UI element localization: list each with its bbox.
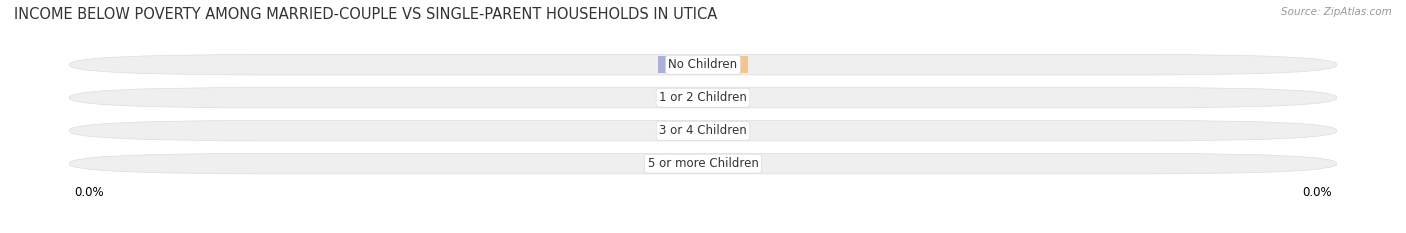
Text: Source: ZipAtlas.com: Source: ZipAtlas.com [1281, 7, 1392, 17]
Bar [703, 89, 748, 106]
Bar [658, 155, 703, 172]
Text: 3 or 4 Children: 3 or 4 Children [659, 124, 747, 137]
Text: 0.0%: 0.0% [665, 159, 696, 169]
Text: 0.0%: 0.0% [710, 159, 741, 169]
FancyBboxPatch shape [69, 120, 1337, 141]
Text: No Children: No Children [668, 58, 738, 71]
Text: 1 or 2 Children: 1 or 2 Children [659, 91, 747, 104]
Text: 0.0%: 0.0% [710, 126, 741, 136]
FancyBboxPatch shape [69, 55, 1337, 75]
Bar [658, 122, 703, 139]
Bar [703, 122, 748, 139]
Bar [658, 89, 703, 106]
Text: 0.0%: 0.0% [710, 93, 741, 103]
Text: 0.0%: 0.0% [665, 60, 696, 70]
Text: 0.0%: 0.0% [665, 126, 696, 136]
Text: 5 or more Children: 5 or more Children [648, 157, 758, 170]
Bar [703, 155, 748, 172]
Bar [703, 56, 748, 73]
FancyBboxPatch shape [69, 153, 1337, 174]
FancyBboxPatch shape [69, 87, 1337, 108]
Text: 0.0%: 0.0% [710, 60, 741, 70]
Bar [658, 56, 703, 73]
Text: 0.0%: 0.0% [665, 93, 696, 103]
Text: INCOME BELOW POVERTY AMONG MARRIED-COUPLE VS SINGLE-PARENT HOUSEHOLDS IN UTICA: INCOME BELOW POVERTY AMONG MARRIED-COUPL… [14, 7, 717, 22]
